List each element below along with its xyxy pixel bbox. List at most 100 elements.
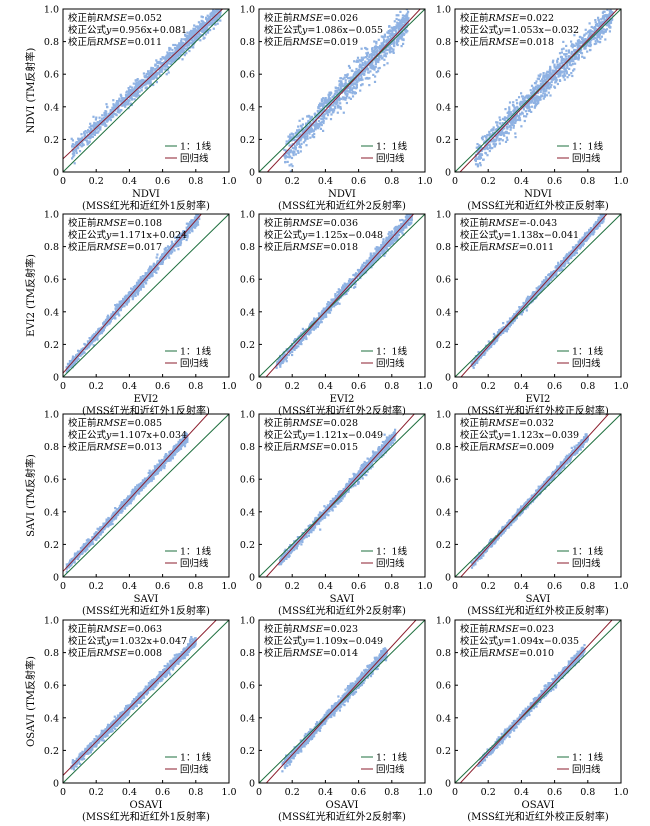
data-point — [134, 294, 137, 297]
data-point — [339, 86, 342, 89]
data-point — [161, 56, 164, 59]
data-point — [485, 138, 488, 141]
data-point — [324, 98, 327, 101]
data-point — [112, 112, 115, 115]
data-point — [119, 109, 122, 113]
data-point — [565, 63, 568, 66]
data-point — [492, 126, 495, 129]
data-point — [549, 75, 552, 78]
data-point — [387, 29, 390, 33]
data-point — [542, 89, 545, 92]
data-point — [558, 71, 561, 74]
data-point — [142, 278, 145, 281]
data-point — [293, 138, 296, 142]
data-point — [581, 55, 584, 58]
data-point — [297, 125, 300, 128]
data-point — [594, 31, 597, 34]
data-point — [99, 121, 103, 124]
data-point — [352, 74, 355, 77]
data-point — [156, 268, 160, 271]
data-point — [390, 26, 393, 29]
data-point — [138, 286, 141, 289]
data-point — [350, 88, 354, 91]
data-point — [74, 361, 77, 364]
data-point — [180, 49, 183, 52]
data-point — [514, 106, 517, 109]
data-point — [213, 20, 216, 23]
data-point — [137, 282, 140, 285]
data-point — [142, 72, 145, 75]
data-point — [360, 47, 363, 50]
data-point — [392, 42, 395, 45]
stat-annotation: 校正后RMSE=0.017 — [68, 241, 162, 253]
data-point — [498, 122, 502, 125]
data-point — [547, 81, 550, 84]
data-point — [588, 29, 591, 33]
data-point — [392, 27, 395, 30]
data-point — [146, 279, 149, 282]
data-point — [501, 130, 504, 133]
data-point — [387, 237, 390, 240]
data-point — [546, 82, 549, 85]
y-tick-label: 1.0 — [44, 5, 59, 16]
data-point — [95, 116, 98, 119]
data-point — [142, 284, 145, 287]
data-point — [369, 66, 372, 69]
data-point — [338, 89, 342, 93]
x-axis-sublabel: (MSS红光和近红外校正反射率) — [467, 199, 609, 212]
data-point — [395, 14, 398, 17]
data-point — [94, 122, 97, 125]
data-point — [65, 366, 68, 369]
data-point — [547, 75, 550, 78]
data-point — [155, 76, 158, 79]
data-point — [387, 232, 390, 236]
data-point — [571, 74, 574, 78]
data-point — [528, 106, 531, 109]
data-point — [586, 50, 589, 53]
data-point — [87, 340, 90, 343]
data-point — [496, 136, 499, 139]
data-point — [554, 72, 558, 75]
data-point — [571, 63, 574, 66]
data-point — [154, 75, 157, 79]
data-point — [330, 92, 333, 95]
data-point — [140, 86, 143, 89]
data-point — [373, 55, 376, 58]
data-point — [140, 279, 143, 282]
data-point — [545, 89, 548, 92]
data-point — [486, 147, 489, 150]
data-point — [401, 232, 404, 235]
data-point — [177, 53, 180, 56]
data-point — [544, 93, 547, 96]
data-point — [139, 280, 142, 283]
identity-line — [63, 9, 229, 172]
data-point — [93, 336, 96, 339]
data-point — [212, 11, 215, 14]
data-point — [566, 66, 569, 69]
data-point — [522, 95, 525, 98]
data-point — [288, 144, 291, 147]
data-point — [600, 18, 603, 21]
data-point — [173, 55, 176, 58]
data-point — [118, 99, 121, 102]
data-point — [536, 89, 539, 92]
data-point — [392, 51, 395, 54]
data-point — [590, 30, 593, 33]
data-point — [67, 369, 70, 372]
data-point — [182, 51, 185, 54]
data-point — [538, 98, 541, 101]
data-point — [474, 163, 478, 166]
data-point — [493, 140, 496, 143]
data-point — [332, 94, 335, 98]
data-point — [169, 52, 172, 55]
data-point — [134, 85, 138, 88]
stat-annotation: 校正前RMSE=0.108 — [68, 217, 162, 229]
data-point — [515, 115, 519, 118]
data-point — [559, 65, 562, 68]
data-point — [594, 23, 598, 27]
data-point — [483, 135, 487, 138]
data-point — [336, 92, 339, 95]
data-point — [188, 40, 191, 43]
data-point — [574, 56, 577, 59]
data-point — [534, 82, 537, 85]
